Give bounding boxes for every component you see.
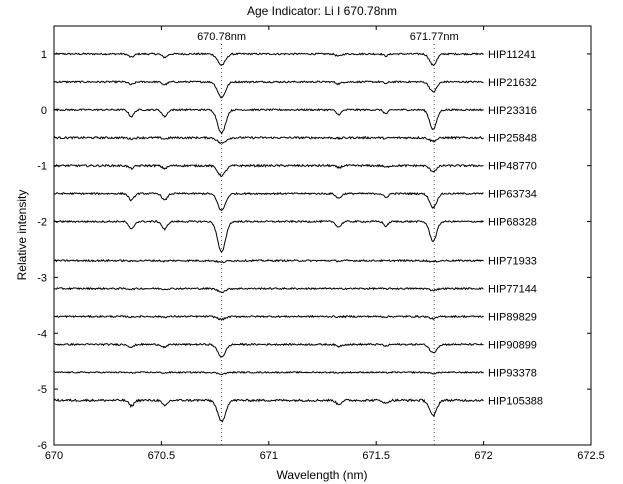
- spectrum-line: [53, 52, 484, 66]
- spectrum-line: [53, 135, 484, 145]
- x-tick-label: 670: [45, 450, 63, 462]
- series-label: HIP71933: [488, 256, 537, 268]
- y-tick-label: -5: [37, 384, 47, 396]
- series-label: HIP11241: [488, 49, 536, 61]
- series-label: HIP77144: [488, 284, 537, 296]
- y-tick-label: -3: [37, 272, 47, 284]
- y-tick-label: -2: [37, 217, 47, 229]
- spectrum-line: [53, 80, 484, 99]
- y-axis-label: Relative intensity: [15, 190, 29, 281]
- series-label: HIP48770: [488, 161, 537, 173]
- series-label: HIP90899: [488, 339, 537, 351]
- plot-frame: [53, 25, 592, 446]
- series-label: HIP89829: [488, 312, 537, 324]
- y-tick-label: 0: [41, 105, 47, 117]
- x-tick-label: 671.5: [362, 450, 390, 462]
- y-tick-label: 1: [41, 49, 47, 61]
- x-tick-label: 672.5: [577, 450, 605, 462]
- reference-line-label: 671.77nm: [410, 31, 459, 43]
- y-tick-label: -6: [37, 440, 47, 452]
- series-label: HIP93378: [488, 367, 537, 379]
- x-axis-label: Wavelength (nm): [277, 468, 368, 482]
- spectrum-line: [53, 314, 484, 321]
- spectrum-line: [53, 219, 484, 253]
- y-axis-ticks: 1 0 -1 -2 -3 -4 -5 -6: [37, 49, 591, 452]
- series-label: HIP21632: [488, 77, 537, 89]
- spectra-series: HIP11241 HIP21632 HIP23316 HIP25848 HIP48770…: [53, 49, 543, 423]
- series-label: HIP25848: [488, 133, 537, 145]
- reference-lines: 670.78nm 671.77nm: [197, 31, 459, 445]
- chart-title: Age Indicator: Li I 670.78nm: [247, 4, 397, 18]
- series-label: HIP23316: [488, 105, 537, 117]
- spectrum-line: [54, 370, 484, 376]
- reference-line-label: 670.78nm: [197, 31, 246, 43]
- y-tick-label: -4: [37, 328, 47, 340]
- spectrum-line: [53, 191, 484, 212]
- x-tick-label: 672: [474, 450, 492, 462]
- series-label: HIP63734: [488, 189, 537, 201]
- spectrum-line: [53, 398, 484, 423]
- spectrum-line: [53, 163, 484, 178]
- series-label: HIP105388: [488, 395, 543, 407]
- spectrum-line: [53, 286, 484, 294]
- x-axis-ticks: 670 670.5 671 671.5 672 672.5: [45, 26, 605, 462]
- spectrum-line: [54, 342, 484, 358]
- spectrum-line: [53, 108, 484, 135]
- series-label: HIP68328: [488, 217, 537, 229]
- x-tick-label: 670.5: [148, 450, 176, 462]
- spectrum-line: [53, 258, 484, 264]
- y-tick-label: -1: [37, 161, 47, 173]
- x-tick-label: 671: [260, 450, 278, 462]
